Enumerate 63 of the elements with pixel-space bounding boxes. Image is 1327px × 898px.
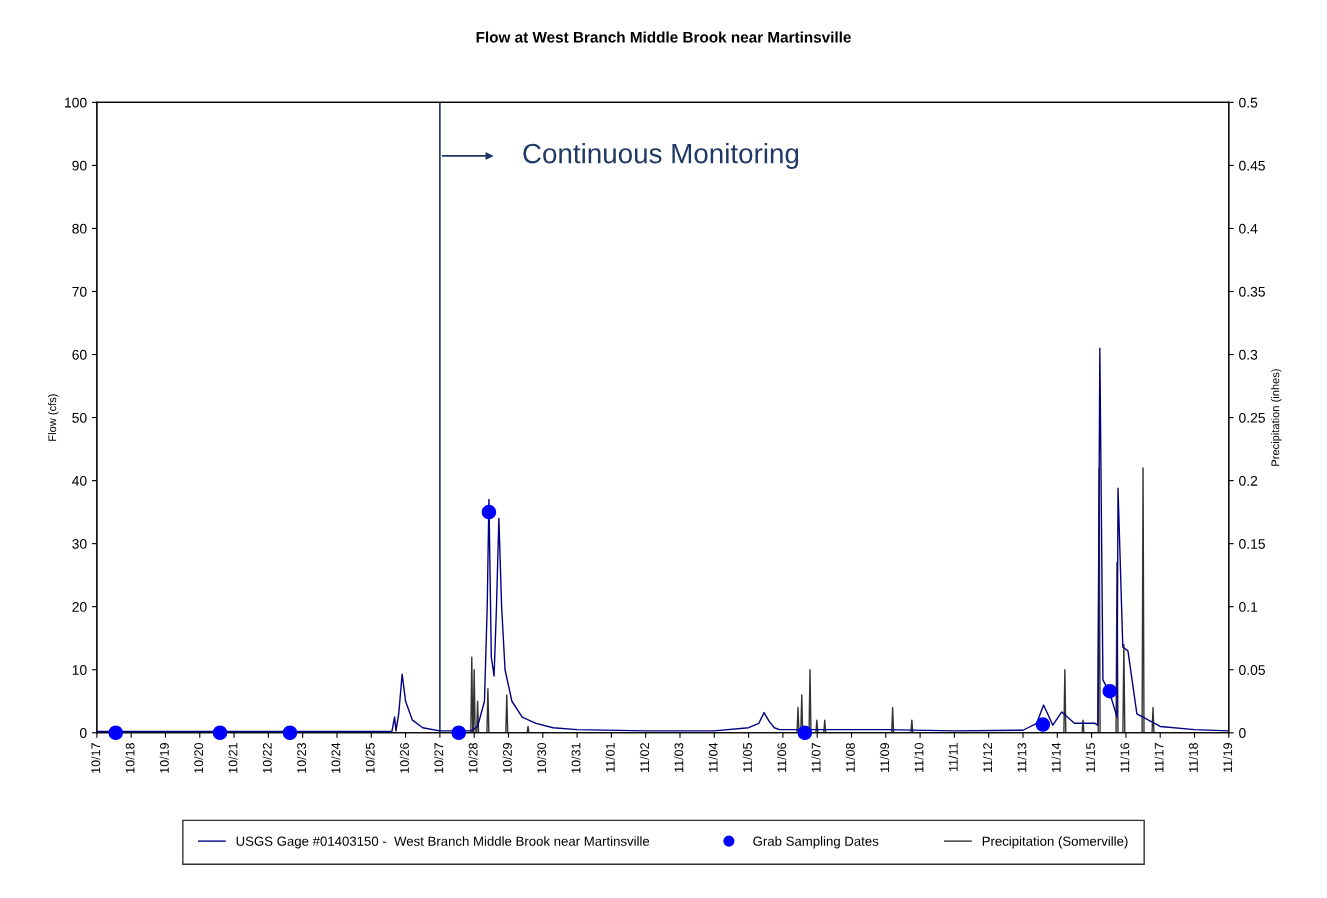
x-tick-label: 10/17: [91, 743, 101, 773]
y2-tick-label: 0.35: [1239, 286, 1265, 297]
y2-tick-label: 0.3: [1239, 349, 1258, 360]
x-tick-label: 11/06: [777, 743, 787, 772]
x-tick-label: 11/10: [914, 742, 924, 772]
x-tick-label: 11/11: [948, 743, 958, 771]
x-tick-label: 10/31: [571, 743, 581, 773]
x-tick-label: 11/03: [674, 743, 684, 772]
x-tick-label: 11/17: [1154, 743, 1164, 772]
y2-tick-label: 0.4: [1239, 223, 1258, 234]
y2-tick-label: 0.1: [1239, 602, 1258, 612]
legend-label: Precipitation (Somerville): [982, 836, 1128, 849]
x-tick-label: 11/01: [605, 743, 615, 772]
y2-tick-label: 0.5: [1239, 97, 1258, 108]
y-tick-label: 100: [65, 97, 87, 108]
x-tick-label: 11/05: [742, 743, 752, 772]
y2-tick-label: 0.15: [1239, 538, 1265, 549]
y-tick-label: 30: [72, 538, 87, 549]
y-tick-label: 20: [72, 602, 87, 612]
x-tick-label: 11/16: [1120, 743, 1130, 772]
x-tick-label: 11/18: [1188, 743, 1198, 772]
y-tick-label: 40: [72, 475, 87, 486]
x-tick-label: 11/08: [845, 743, 855, 772]
x-tick-label: 11/19: [1222, 743, 1233, 772]
x-tick-label: 11/02: [639, 743, 650, 772]
y2-tick-label: 0: [1239, 728, 1246, 738]
y2-tick-label: 0.05: [1239, 665, 1265, 675]
x-tick-label: 10/18: [125, 743, 135, 773]
x-tick-label: 10/28: [468, 743, 478, 773]
y-tick-label: 10: [72, 665, 87, 675]
x-tick-label: 10/27: [434, 743, 444, 773]
y-tick-label: 0: [79, 728, 87, 738]
x-tick-label: 10/23: [296, 743, 307, 773]
y2-tick-label: 0.2: [1239, 475, 1258, 486]
x-tick-label: 10/24: [331, 742, 341, 773]
chart-title: Flow at West Branch Middle Brook near Martinsville: [476, 31, 851, 43]
x-tick-label: 11/09: [879, 743, 890, 772]
y-tick-label: 90: [72, 160, 87, 171]
x-tick-label: 11/15: [1085, 743, 1095, 772]
x-tick-label: 10/29: [502, 743, 512, 773]
x-tick-label: 11/04: [708, 742, 718, 772]
x-tick-label: 10/26: [399, 743, 409, 773]
x-tick-label: 10/25: [365, 743, 375, 773]
y2-axis-title: Precipitation (inhes): [1271, 369, 1282, 466]
y-axis-title: Flow (cfs): [48, 394, 59, 441]
x-tick-label: 11/14: [1051, 742, 1061, 772]
y2-tick-label: 0.45: [1239, 160, 1265, 171]
legend-label: Grab Sampling Dates: [753, 836, 879, 849]
x-tick-label: 10/22: [262, 743, 272, 773]
ref-line-label: Continuous Monitoring: [523, 143, 799, 169]
y-tick-label: 80: [72, 223, 87, 234]
x-tick-label: 10/30: [536, 742, 547, 773]
y-tick-label: 70: [72, 286, 87, 297]
y-tick-label: 50: [72, 412, 87, 423]
legend-label: USGS Gage #01403150 - West Branch Middle Brook near Martinsville: [236, 836, 650, 849]
y-tick-label: 60: [72, 349, 87, 360]
y2-tick-label: 0.25: [1239, 412, 1265, 423]
x-tick-label: 11/13: [1017, 743, 1027, 772]
x-tick-label: 10/19: [159, 743, 169, 773]
x-tick-label: 10/20: [193, 742, 204, 773]
x-tick-label: 10/21: [228, 743, 238, 773]
x-tick-label: 11/12: [982, 743, 993, 772]
x-tick-label: 11/07: [811, 743, 821, 772]
